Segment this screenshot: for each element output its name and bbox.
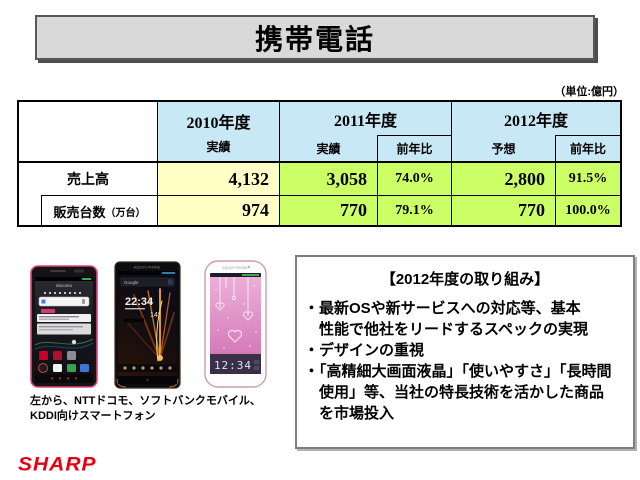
initiative-line: 性能で他社をリードするスペックの実現 <box>304 321 588 338</box>
phone2-light-streaks <box>125 288 175 362</box>
phone-image-docomo: docomo <box>30 265 98 388</box>
phone3-wallpaper-strings <box>215 277 254 343</box>
initiative-line: ・「高精細大画面液晶」「使いやすさ」「長時間 <box>304 363 612 380</box>
sub-header-2012-forecast: 予想 <box>452 135 556 163</box>
sharp-logo: SHARP <box>18 453 97 476</box>
phone2-search-label: Google <box>124 280 139 285</box>
cell-sales-2011: 3,058 <box>280 163 378 196</box>
svg-text:AQUOS PHONE: AQUOS PHONE <box>222 266 248 270</box>
table-corner-cell <box>19 102 158 163</box>
phone3-clock: 12:34 <box>214 359 252 372</box>
cell-units-2012-yoy: 100.0% <box>556 196 620 225</box>
phone-image-kddi: AQUOS PHONE 12:34 <box>204 260 267 388</box>
svg-text:docomo: docomo <box>56 283 73 288</box>
phones-caption: 左から、NTTドコモ、ソフトバンクモバイル、 KDDI向けスマートフォン <box>30 394 261 424</box>
phone2-temperature: 14° <box>150 311 161 319</box>
phones-caption-line2: KDDI向けスマートフォン <box>30 410 156 422</box>
row-label-units: 販売台数 （万台） <box>41 195 157 226</box>
phones-caption-line1: 左から、NTTドコモ、ソフトバンクモバイル、 <box>30 395 261 407</box>
col-header-2011: 2011年度 <box>280 102 452 135</box>
year-label-2011: 2011年度 <box>333 112 398 130</box>
phone-image-softbank: AQUOS PHONE Google 22:34 14° <box>114 261 181 389</box>
phone2-clock: 22:34 <box>125 296 154 308</box>
cell-units-2010: 974 <box>158 196 280 225</box>
title-box: 携帯電話 <box>35 15 595 60</box>
initiative-line: を市場投入 <box>304 405 395 422</box>
year-label-2010: 2010年度 <box>186 114 251 132</box>
cell-units-2012: 770 <box>452 196 556 225</box>
phone2-screen <box>118 271 177 376</box>
cell-sales-2012-yoy: 91.5% <box>556 163 620 196</box>
initiatives-list: ・最新OSや新サービスへの対応等、基本 性能で他社をリードするスペックの実現 ・… <box>297 298 633 424</box>
initiative-line: ・デザインの重視 <box>304 342 425 359</box>
phone2-brand-label: AQUOS PHONE <box>134 266 161 270</box>
unit-note: （単位:億円） <box>554 86 624 98</box>
sub-header-2011-yoy: 前年比 <box>378 135 452 163</box>
cell-sales-2011-yoy: 74.0% <box>378 163 452 196</box>
row-labels: 売上高 販売台数 （万台） <box>19 163 158 226</box>
initiatives-title: 【2012年度の取り組み】 <box>380 271 550 288</box>
initiative-line: ・最新OSや新サービスへの対応等、基本 <box>304 300 581 317</box>
page-title: 携帯電話 <box>254 23 375 55</box>
phone1-app-icons <box>38 351 89 373</box>
cell-sales-2010: 4,132 <box>158 163 280 196</box>
row-label-sales: 売上高 <box>67 171 109 187</box>
results-table: 2010年度 実績 2011年度 実績 前年比 2012年度 予想 前年比 売上… <box>17 100 622 227</box>
cell-units-2011: 770 <box>280 196 378 225</box>
sub-header-2011-actual: 実績 <box>280 135 378 163</box>
year-label-2012: 2012年度 <box>503 112 568 130</box>
initiatives-box: 【2012年度の取り組み】 ・最新OSや新サービスへの対応等、基本 性能で他社を… <box>295 255 635 449</box>
col-header-2012: 2012年度 <box>452 102 620 135</box>
sub-header-2012-yoy: 前年比 <box>556 135 620 163</box>
sub-label-2010-actual: 実績 <box>206 139 231 154</box>
cell-sales-2012: 2,800 <box>452 163 556 196</box>
col-header-2010: 2010年度 実績 <box>158 102 280 163</box>
initiative-line: 使用」等、当社の特長技術を活かした商品 <box>304 384 605 401</box>
cell-units-2011-yoy: 79.1% <box>378 196 452 225</box>
